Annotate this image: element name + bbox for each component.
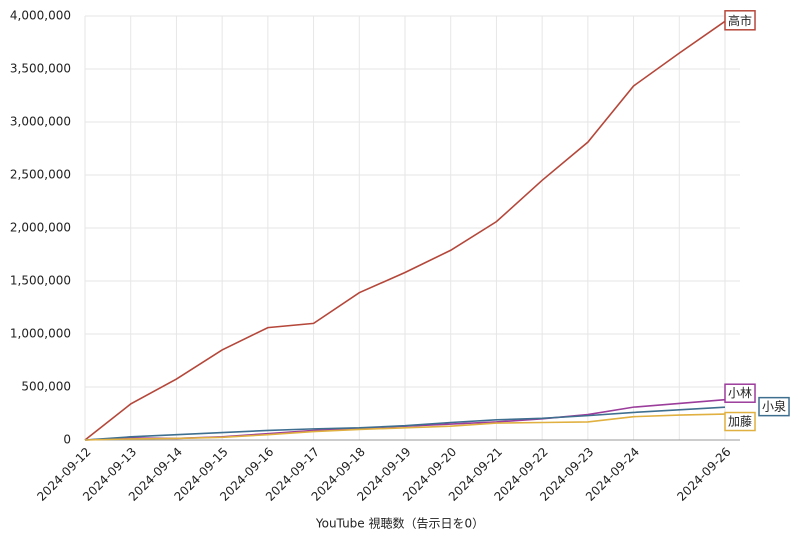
y-tick-label: 0 (63, 433, 71, 447)
series-line (84, 406, 726, 441)
end-label-text: 高市 (728, 13, 752, 28)
y-tick-label: 500,000 (21, 380, 71, 394)
end-label-text: 加藤 (728, 415, 752, 429)
y-tick-label: 3,500,000 (10, 62, 71, 76)
end-label-box (758, 396, 790, 417)
series-line (84, 20, 726, 441)
end-label-box (724, 411, 756, 432)
series-line (84, 413, 726, 441)
x-axis-title: YouTube 視聴数（告示日を0） (315, 516, 484, 531)
y-tick-label: 2,500,000 (10, 168, 71, 182)
y-tick-label: 3,000,000 (10, 115, 71, 129)
y-tick-label: 4,000,000 (10, 9, 71, 23)
end-label-text: 小泉 (762, 400, 786, 414)
end-label: 小林 (724, 383, 756, 403)
x-tick-label: 2024-09-26 (674, 445, 733, 504)
y-tick-label: 1,000,000 (10, 327, 71, 341)
y-tick-label: 2,000,000 (10, 221, 71, 235)
end-label-text: 小林 (728, 386, 752, 400)
end-label: 小泉 (758, 396, 790, 417)
end-label-box (724, 10, 756, 31)
end-label: 高市 (724, 10, 756, 31)
y-tick-label: 1,500,000 (10, 274, 71, 288)
end-label-box (724, 383, 756, 403)
end-label: 加藤 (724, 411, 756, 432)
